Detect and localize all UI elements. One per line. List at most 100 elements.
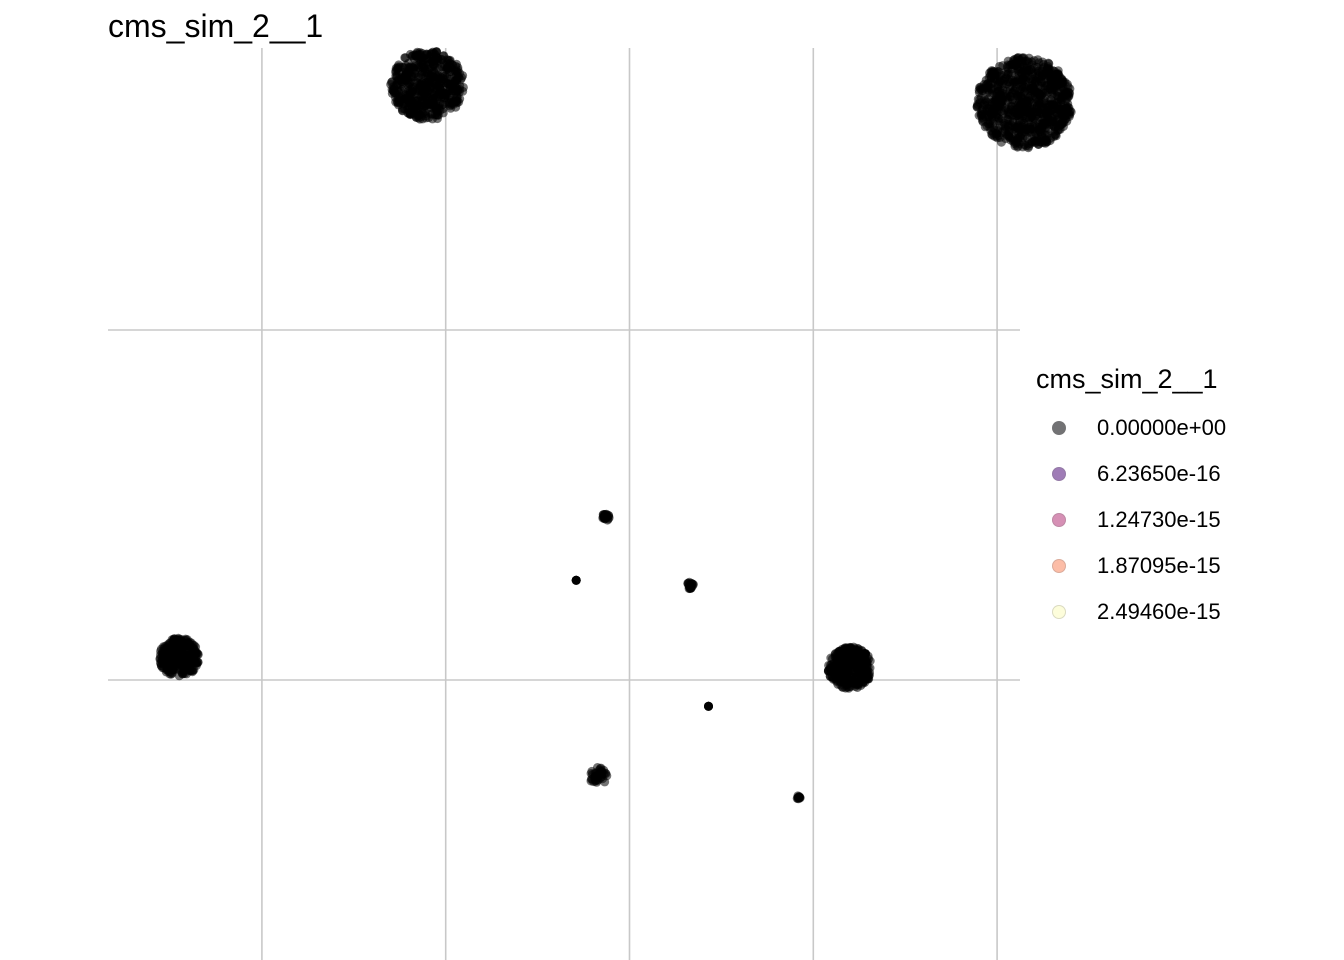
data-point [996,106,1006,116]
data-point [1025,123,1035,132]
data-point [844,683,854,693]
data-point [595,764,605,774]
data-point [857,646,867,656]
data-point [847,658,857,668]
legend-key [1036,543,1082,589]
data-point [993,67,1003,76]
data-point [992,96,1002,106]
data-point [833,666,843,676]
data-point [1055,79,1065,89]
data-point [824,665,833,675]
data-point [704,701,713,711]
chart-title: cms_sim_2__1 [108,8,324,44]
legend-dot-icon [1052,605,1066,619]
data-point [1018,99,1028,109]
data-point [842,664,851,674]
point-cluster-7 [704,701,713,711]
data-point [393,62,403,72]
data-point [832,655,842,665]
data-point [418,67,428,76]
data-point [602,511,612,521]
point-cluster-0 [386,47,468,124]
data-point [862,674,872,684]
point-cluster-4 [598,509,614,525]
data-point [1039,105,1049,114]
legend-item: 0.00000e+00 [1036,405,1226,451]
data-point [1044,59,1054,69]
data-point [174,671,184,681]
legend-dot-icon [1052,421,1066,435]
data-point [586,769,596,778]
data-point [408,51,418,61]
data-point [1012,123,1022,132]
data-point [418,108,427,118]
legend-item: 1.24730e-15 [1036,497,1226,543]
data-point [418,87,428,97]
data-point [836,646,846,656]
data-point [1035,90,1045,100]
data-point [443,74,453,84]
data-point [997,126,1007,136]
legend-label: 1.87095e-15 [1097,553,1221,578]
data-point [183,654,193,663]
data-point [982,121,992,131]
data-point [1021,131,1030,141]
data-point [1031,111,1041,121]
point-cluster-2 [155,633,203,681]
data-point [418,55,428,65]
data-point [1005,132,1015,142]
data-point [1018,83,1028,93]
data-point [1064,87,1074,97]
data-point [434,101,444,111]
data-point [169,634,179,644]
data-point [1064,109,1074,119]
data-point [862,661,872,671]
data-point [399,83,409,93]
legend-item: 2.49460e-15 [1036,589,1226,635]
data-point [683,579,693,589]
data-point [1021,113,1031,123]
data-point [1013,133,1023,143]
data-point [1054,105,1064,115]
data-point [1047,87,1057,97]
data-point [433,84,443,94]
data-point [422,99,432,108]
data-point [428,114,437,124]
point-cluster-1 [972,53,1076,153]
data-point [428,76,438,86]
data-point [162,665,172,675]
legend-label: 1.24730e-15 [1097,507,1221,532]
data-point [840,657,850,667]
legend-items: 0.00000e+00 6.23650e-16 1.24730e-15 1.87095… [1036,405,1226,635]
point-cluster-8 [586,763,612,787]
data-point [980,112,990,121]
data-point [155,653,165,663]
data-point [1021,141,1031,151]
data-point [1046,72,1056,82]
legend-dot-icon [1052,559,1066,573]
data-point [856,681,866,690]
data-point [1000,74,1009,84]
data-point [450,79,460,89]
data-point [986,73,996,83]
data-points [155,47,1076,804]
data-point [996,137,1006,147]
data-point [974,85,984,95]
legend-label: 0.00000e+00 [1097,415,1227,440]
data-point [181,635,191,645]
legend-item: 1.87095e-15 [1036,543,1226,589]
data-point [995,85,1005,95]
point-cluster-3 [823,642,875,693]
legend-key [1036,497,1082,543]
point-cluster-9 [792,791,805,804]
data-point [193,649,203,659]
data-point [403,104,413,114]
data-point [412,78,422,88]
grid-lines [108,48,1020,960]
legend-key [1036,405,1082,451]
data-point [1017,76,1027,86]
data-point [1034,58,1044,68]
data-point [188,667,197,677]
data-point [429,60,439,70]
